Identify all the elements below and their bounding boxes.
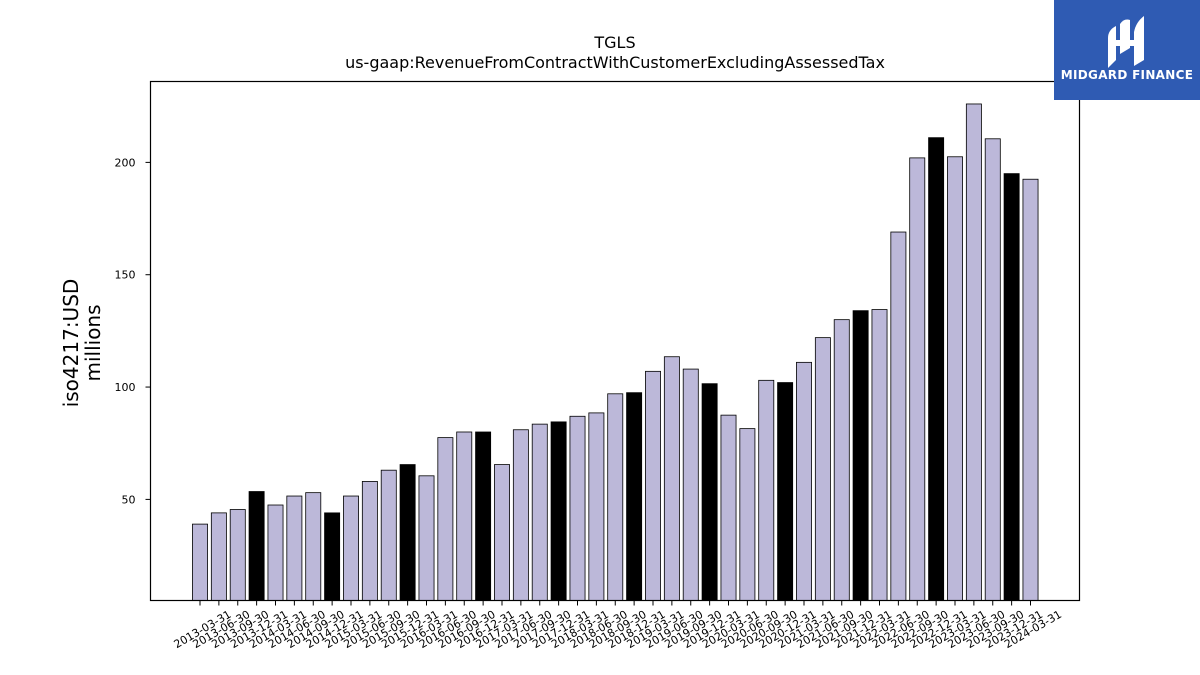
chart-subtitle: us-gaap:RevenueFromContractWithCustomerE… [345, 53, 885, 72]
bar-2020-12-31 [777, 382, 794, 601]
bar-2015-06-30 [361, 481, 378, 601]
bar-2017-09-30 [531, 423, 548, 601]
bar-2023-12-31 [1003, 173, 1020, 601]
bar-2022-12-31 [928, 137, 945, 601]
chart-title: TGLS [593, 33, 635, 52]
bar-2019-09-30 [682, 368, 699, 601]
y-tick-label-50: 50 [122, 493, 136, 506]
bar-2015-12-31 [399, 464, 416, 601]
y-axis-label-units: millions [81, 304, 105, 381]
bar-2021-12-31 [852, 310, 869, 601]
bar-2013-12-31 [248, 491, 265, 601]
bar-2016-09-30 [456, 431, 473, 601]
bar-2022-06-30 [890, 231, 907, 601]
bar-2013-03-31 [192, 523, 208, 601]
bar-2017-12-31 [550, 421, 567, 601]
bar-2013-06-30 [210, 512, 227, 601]
bar-2019-06-30 [663, 356, 680, 601]
y-tick-label-150: 150 [115, 269, 136, 282]
bar-2018-09-30 [607, 393, 624, 601]
logo-text: MIDGARD FINANCE [1060, 68, 1194, 82]
bar-2024-03-31 [1022, 178, 1039, 601]
bar-2014-03-31 [267, 504, 284, 601]
bar-2016-03-31 [418, 475, 435, 601]
bar-2020-09-30 [758, 379, 775, 601]
bar-2022-09-30 [909, 157, 926, 601]
bar-2016-06-30 [437, 437, 454, 601]
bar-2015-09-30 [380, 469, 397, 601]
bar-2018-12-31 [626, 392, 643, 601]
bar-2020-06-30 [739, 428, 756, 601]
y-axis-label: iso4217:USD [59, 279, 83, 408]
bar-2018-06-30 [588, 412, 605, 601]
bar-2023-09-30 [984, 138, 1001, 601]
bar-2019-03-31 [645, 370, 661, 601]
x-axis: 2013-03-312013-06-302013-09-302013-12-31… [172, 600, 1064, 651]
bar-2015-03-31 [343, 495, 359, 601]
bar-2014-06-30 [286, 495, 303, 601]
bar-2014-12-31 [324, 512, 341, 601]
y-axis: 50 100 150 200 [115, 156, 151, 506]
bar-2021-03-31 [796, 361, 812, 601]
plot-frame [149, 80, 1081, 602]
bar-2019-12-31 [701, 383, 718, 601]
bar-2021-06-30 [814, 337, 831, 601]
bar-2022-03-31 [871, 309, 888, 601]
bar-2014-09-30 [305, 492, 322, 601]
bar-2017-03-31 [494, 464, 510, 601]
bar-2013-09-30 [229, 509, 246, 601]
midgard-logo-icon [1108, 16, 1144, 68]
bars-group [192, 103, 1039, 601]
bar-2016-12-31 [475, 431, 492, 601]
bar-2018-03-31 [569, 415, 586, 601]
midgard-finance-logo: MIDGARD FINANCE [1054, 0, 1200, 100]
bar-2023-03-31 [947, 156, 963, 601]
bar-2017-06-30 [512, 429, 529, 601]
bar-2020-03-31 [720, 414, 737, 601]
y-tick-label-200: 200 [115, 156, 136, 169]
bar-2021-09-30 [833, 319, 850, 601]
y-axis-label-group: iso4217:USD millions [59, 279, 105, 408]
y-tick-label-100: 100 [115, 381, 136, 394]
bar-2023-06-30 [965, 103, 982, 601]
